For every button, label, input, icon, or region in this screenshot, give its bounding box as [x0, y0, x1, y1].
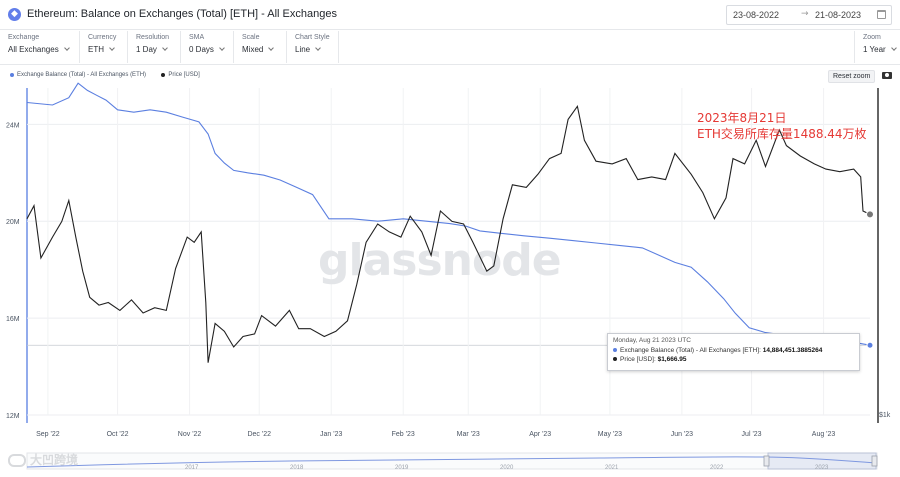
exchange-label: Exchange	[8, 34, 40, 41]
ethereum-icon: ◆	[8, 8, 21, 21]
exchange-select[interactable]: Exchange All Exchanges	[0, 31, 80, 63]
calendar-icon[interactable]	[877, 10, 886, 19]
zoom-label: Zoom	[863, 34, 881, 41]
chart-style-select[interactable]: Chart Style Line	[287, 31, 339, 63]
chart-controls: Exchange All Exchanges Currency ETH Reso…	[0, 31, 900, 65]
series-line-price	[26, 104, 871, 363]
x-tick-label: May '23	[598, 431, 622, 438]
date-to-input[interactable]: 21-08-2023	[815, 10, 862, 20]
x-tick-label: Apr '23	[529, 431, 551, 438]
camera-icon[interactable]	[882, 72, 892, 79]
navigator: 2017 2018 2019 2020 2021 2022 2023	[26, 452, 878, 471]
chart-header: ◆ Ethereum: Balance on Exchanges (Total)…	[0, 0, 900, 30]
hover-markers	[866, 210, 874, 349]
tooltip-date: Monday, Aug 21 2023 UTC	[613, 337, 691, 344]
tooltip-value-price: $1,666.95	[657, 356, 687, 363]
y-tick-label: 24M	[6, 122, 20, 129]
tooltip-row-price: Price [USD]: $1,666.95	[613, 355, 854, 364]
x-tick-label: Jan '23	[320, 431, 342, 438]
navigator-handle-right[interactable]	[871, 455, 878, 467]
navigator-year-label: 2023	[815, 465, 829, 471]
tooltip-label-balance: Exchange Balance (Total) - All Exchanges…	[620, 347, 761, 354]
x-tick-label: Jun '23	[671, 431, 693, 438]
scale-select[interactable]: Scale Mixed	[234, 31, 287, 63]
x-tick-label: Nov '22	[178, 431, 202, 438]
x-tick-label: Jul '23	[742, 431, 762, 438]
sma-select[interactable]: SMA 0 Days	[181, 31, 234, 63]
sma-value: 0 Days	[189, 45, 214, 54]
brand-text: 大凹跨境	[30, 453, 79, 467]
x-tick-label: Mar '23	[457, 431, 480, 438]
page-title: Ethereum: Balance on Exchanges (Total) […	[27, 8, 337, 20]
annotation-text: 2023年8月21日 ETH交易所库存量1488.44万枚	[697, 110, 867, 142]
resolution-label: Resolution	[136, 34, 170, 41]
y-axis-left: 24M 20M 16M 12M	[6, 122, 20, 420]
brand-watermark: 大凹跨境	[8, 451, 78, 468]
scale-value: Mixed	[242, 45, 264, 54]
x-tick-label: Aug '23	[812, 431, 836, 438]
annotation-line-2: ETH交易所库存量1488.44万枚	[697, 127, 867, 141]
legend-swatch-balance	[10, 73, 14, 77]
x-tick-label: Dec '22	[247, 431, 271, 438]
tooltip-swatch-balance	[613, 348, 617, 352]
x-tick-label: Oct '22	[107, 431, 129, 438]
y-axis-right-tick: $1k	[879, 412, 891, 419]
sma-label: SMA	[189, 34, 205, 41]
series-line-balance	[26, 82, 871, 346]
exchange-value: All Exchanges	[8, 45, 59, 54]
zoom-select[interactable]: Zoom 1 Year	[854, 31, 900, 63]
legend-item-balance[interactable]: Exchange Balance (Total) - All Exchanges…	[17, 72, 147, 78]
y-tick-label: 16M	[6, 316, 20, 323]
annotation-line-1: 2023年8月21日	[697, 111, 787, 125]
navigator-year-label: 2022	[710, 465, 724, 471]
chart-style-value: Line	[295, 45, 311, 54]
navigator-year-label: 2017	[185, 465, 199, 471]
reset-zoom-button[interactable]: Reset zoom	[828, 70, 876, 83]
navigator-series	[26, 456, 877, 468]
zoom-value: 1 Year	[863, 45, 886, 54]
tooltip-label-price: Price [USD]:	[620, 356, 656, 363]
chart-legend: Exchange Balance (Total) - All Exchanges…	[10, 72, 200, 79]
brand-logo-icon	[8, 454, 26, 467]
legend-swatch-price	[161, 73, 166, 77]
y-tick-label: 20M	[6, 219, 20, 226]
currency-select[interactable]: Currency ETH	[80, 31, 128, 63]
tooltip-row-balance: Exchange Balance (Total) - All Exchanges…	[613, 346, 854, 355]
resolution-select[interactable]: Resolution 1 Day	[128, 31, 181, 63]
navigator-year-label: 2021	[605, 465, 619, 471]
date-range-picker[interactable]: 23-08-2022 → 21-08-2023	[726, 5, 892, 25]
currency-value: ETH	[88, 45, 104, 54]
navigator-year-label: 2019	[395, 465, 409, 471]
chart-style-label: Chart Style	[295, 34, 330, 41]
date-from-input[interactable]: 23-08-2022	[733, 10, 780, 20]
currency-label: Currency	[88, 34, 117, 41]
x-axis: Sep '22 Oct '22 Nov '22 Dec '22 Jan '23 Feb '…	[36, 431, 835, 438]
resolution-value: 1 Day	[136, 45, 157, 54]
x-tick-label: Feb '23	[392, 431, 415, 438]
navigator-year-label: 2018	[290, 465, 304, 471]
hover-point-balance	[866, 341, 874, 349]
y-tick-label: 12M	[6, 413, 20, 420]
watermark: glassnode	[318, 235, 561, 286]
chart-tooltip: Monday, Aug 21 2023 UTC Exchange Balance…	[607, 333, 860, 371]
navigator-year-label: 2020	[500, 465, 514, 471]
arrow-right-icon: →	[801, 9, 809, 19]
chart-grid	[26, 88, 879, 423]
scale-label: Scale	[242, 34, 260, 41]
legend-item-price[interactable]: Price [USD]	[168, 72, 200, 78]
x-tick-label: Sep '22	[36, 431, 60, 438]
hover-point-price	[866, 210, 874, 219]
navigator-track	[26, 452, 878, 470]
tooltip-swatch-price	[613, 357, 617, 361]
tooltip-value-balance: 14,884,451.3885264	[762, 347, 823, 354]
navigator-handle-left[interactable]	[763, 455, 770, 467]
